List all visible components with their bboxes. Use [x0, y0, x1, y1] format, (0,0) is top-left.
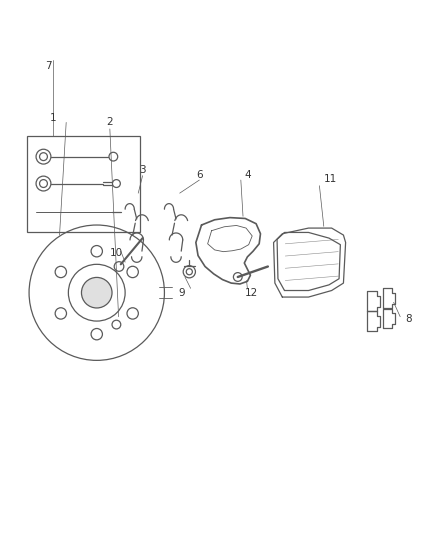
Text: 2: 2: [106, 117, 113, 127]
Text: 10: 10: [110, 248, 123, 259]
Text: 3: 3: [139, 165, 146, 175]
Circle shape: [81, 277, 112, 308]
Text: 11: 11: [324, 174, 337, 184]
Text: 4: 4: [244, 170, 251, 180]
Text: 7: 7: [46, 61, 52, 71]
Text: 8: 8: [406, 314, 412, 324]
Text: 12: 12: [245, 288, 258, 298]
Bar: [27, 135, 141, 231]
Circle shape: [186, 269, 192, 275]
Text: 1: 1: [50, 113, 57, 123]
Circle shape: [112, 320, 121, 329]
Text: 9: 9: [179, 288, 185, 298]
Text: 6: 6: [196, 170, 203, 180]
